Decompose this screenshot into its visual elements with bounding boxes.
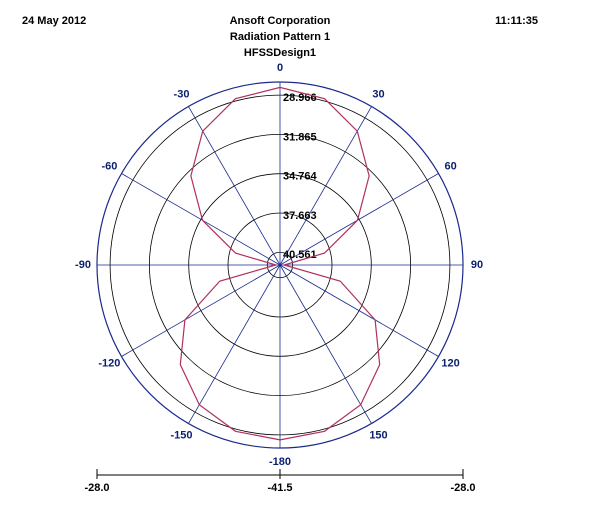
angle-label: 0	[277, 62, 283, 74]
spoke	[279, 106, 372, 266]
angle-label: 150	[369, 430, 387, 442]
spoke	[279, 264, 372, 424]
angle-label: -120	[98, 357, 120, 369]
r-tick-label: 28.966	[283, 92, 317, 104]
r-tick-label: 31.865	[283, 131, 317, 143]
angle-label: -180	[269, 456, 291, 468]
angle-label: -30	[174, 88, 190, 100]
chart-title: Ansoft Corporation	[230, 15, 331, 27]
time: 11:11:35	[495, 15, 538, 27]
chart-subtitle: Radiation Pattern 1	[230, 31, 330, 43]
r-tick-label: 34.764	[283, 171, 318, 183]
r-tick-label: 40.561	[283, 249, 317, 261]
spoke	[121, 264, 281, 357]
angle-label: 30	[372, 88, 384, 100]
spoke	[188, 264, 281, 424]
angle-label: -150	[170, 430, 192, 442]
angle-label: 90	[471, 259, 483, 271]
scale-label: -28.0	[84, 482, 109, 494]
spoke	[121, 173, 281, 266]
spoke	[188, 106, 281, 266]
angle-label: -90	[75, 259, 91, 271]
angle-label: -60	[101, 160, 117, 172]
spoke	[279, 264, 439, 357]
r-tick-label: 37.663	[283, 210, 317, 222]
design-name: HFSSDesign1	[244, 47, 316, 59]
spoke	[279, 173, 439, 266]
scale-label: -28.0	[450, 482, 475, 494]
angle-label: 120	[441, 357, 459, 369]
scale-label: -41.5	[267, 482, 292, 494]
angle-label: 60	[444, 160, 456, 172]
pattern-trace	[179, 86, 381, 441]
date: 24 May 2012	[22, 15, 86, 27]
